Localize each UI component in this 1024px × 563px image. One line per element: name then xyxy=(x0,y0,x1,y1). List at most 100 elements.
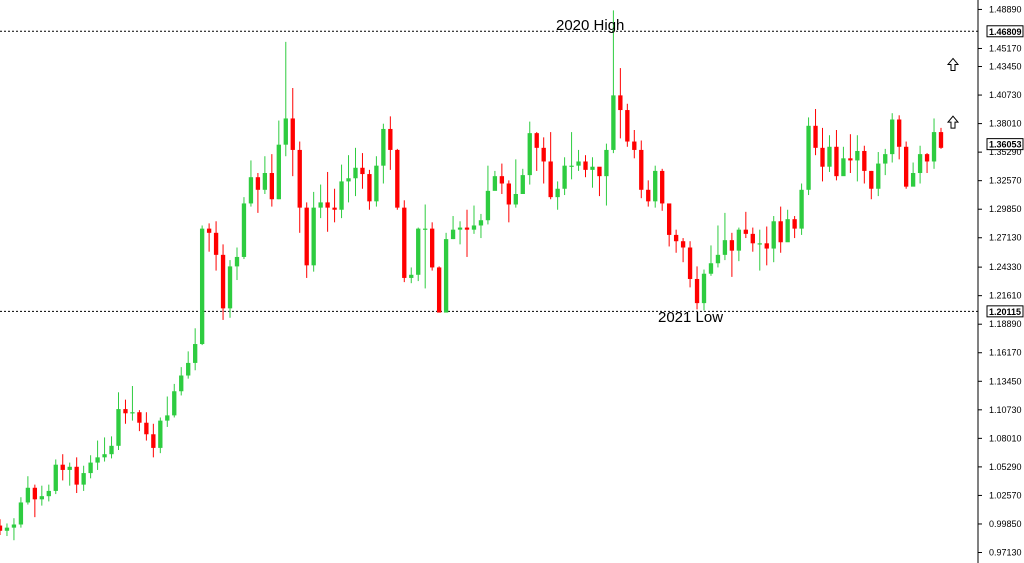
candle-body xyxy=(81,473,86,485)
candle-up xyxy=(4,523,10,537)
candle-body xyxy=(778,221,783,243)
candle-body xyxy=(597,166,602,177)
candle-down xyxy=(848,134,853,174)
candle-body xyxy=(897,119,902,147)
candle-up xyxy=(555,181,560,210)
candle-down xyxy=(632,129,637,159)
candle-body xyxy=(109,445,114,455)
candle-body xyxy=(186,362,191,376)
candle-up xyxy=(492,170,498,191)
candle-body xyxy=(116,409,121,446)
candle-up xyxy=(193,328,198,371)
candle-body xyxy=(60,464,65,470)
candle-body xyxy=(520,175,525,194)
candle-up xyxy=(130,386,135,421)
candle-down xyxy=(764,226,769,266)
candle-body xyxy=(771,221,776,249)
candle-body xyxy=(213,232,219,255)
y-tick-label: 1.08010 xyxy=(989,433,1022,443)
candle-down xyxy=(151,423,156,458)
candle-body xyxy=(513,193,518,205)
candle-body xyxy=(262,173,268,190)
candle-body xyxy=(227,266,233,309)
candle-body xyxy=(653,170,658,202)
candle-up xyxy=(931,118,937,169)
reference-lines xyxy=(0,30,978,312)
candle-up xyxy=(701,269,707,311)
candle-up xyxy=(409,267,414,284)
candle-body xyxy=(206,228,212,233)
candle-up xyxy=(318,184,323,219)
candle-body xyxy=(25,487,31,503)
y-tick-label: 1.18890 xyxy=(989,319,1022,329)
candle-body xyxy=(332,207,337,210)
candle-up xyxy=(95,440,100,470)
candle-up xyxy=(374,156,379,207)
low-annotation: 2021 Low xyxy=(658,309,723,326)
candle-up xyxy=(311,191,316,272)
candle-body xyxy=(604,149,609,177)
candle-up xyxy=(715,225,721,268)
candle-body xyxy=(931,132,937,162)
candle-body xyxy=(499,176,505,184)
candle-up xyxy=(590,157,595,188)
candle-up xyxy=(199,225,205,346)
candle-up xyxy=(186,351,191,379)
candle-body xyxy=(541,147,546,162)
candle-body xyxy=(764,243,769,249)
candle-down xyxy=(694,266,700,310)
candle-up xyxy=(457,221,463,245)
candle-body xyxy=(576,161,581,166)
candle-body xyxy=(855,150,860,161)
candle-body xyxy=(673,234,679,242)
candle-up xyxy=(478,213,484,239)
price-tag: 1.46809 xyxy=(986,25,1024,38)
candle-up xyxy=(416,227,421,282)
candle-body xyxy=(611,95,616,150)
candle-body xyxy=(924,154,930,162)
candle-up xyxy=(381,123,386,184)
candle-body xyxy=(423,228,428,230)
candle-body xyxy=(722,240,728,255)
candle-up xyxy=(102,437,107,462)
candle-down xyxy=(367,169,372,210)
candle-body xyxy=(910,173,916,187)
candle-down xyxy=(541,137,546,184)
y-tick-label: 1.48890 xyxy=(989,4,1022,14)
candles xyxy=(0,10,944,541)
candle-body xyxy=(137,412,142,423)
candle-up xyxy=(653,165,658,208)
candle-up xyxy=(11,518,17,541)
current-price-box xyxy=(986,138,1024,151)
candle-body xyxy=(374,165,379,202)
candle-body xyxy=(625,110,630,142)
candle-up xyxy=(827,135,832,172)
candle-body xyxy=(590,166,595,170)
candle-body xyxy=(639,149,644,190)
candle-body xyxy=(297,149,302,208)
candle-up xyxy=(806,117,811,196)
y-tick-label: 1.05290 xyxy=(989,462,1022,472)
candle-up xyxy=(227,260,233,318)
candle-up xyxy=(569,132,574,180)
y-tick-label: 1.29850 xyxy=(989,204,1022,214)
candle-body xyxy=(416,228,421,275)
candle-down xyxy=(583,155,588,178)
candle-body xyxy=(158,420,163,448)
candle-body xyxy=(241,203,247,257)
candle-up xyxy=(876,152,881,197)
candle-body xyxy=(46,490,51,497)
candle-body xyxy=(680,241,686,248)
candle-down xyxy=(924,153,930,174)
candle-up xyxy=(443,232,449,313)
candle-body xyxy=(534,133,539,148)
candle-body xyxy=(715,254,721,264)
candle-up xyxy=(109,436,114,459)
candle-body xyxy=(18,502,24,525)
candle-body xyxy=(660,170,665,204)
candle-body xyxy=(443,239,449,313)
candle-down xyxy=(548,132,553,200)
candle-down xyxy=(325,171,330,232)
candle-up xyxy=(562,157,567,196)
candle-body xyxy=(130,412,135,414)
